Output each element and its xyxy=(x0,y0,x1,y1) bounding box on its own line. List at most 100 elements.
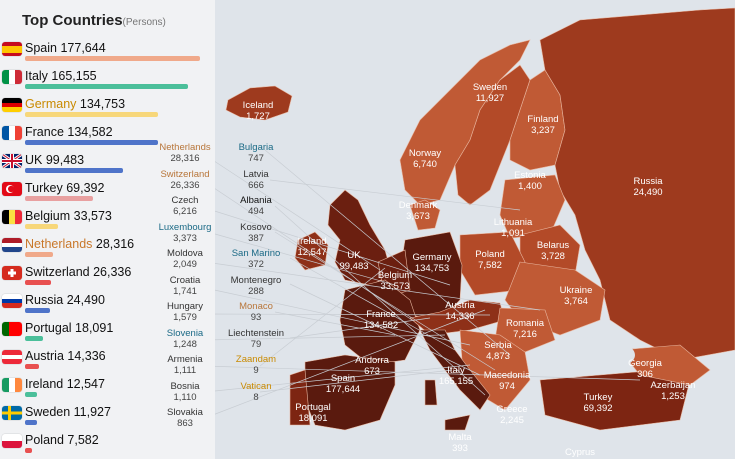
map-country-value: 12,547 xyxy=(297,247,327,258)
map-country-name: UK xyxy=(347,250,361,261)
small-country-name: Luxembourg xyxy=(158,221,212,233)
map-country-value: 134,753 xyxy=(414,263,450,274)
ranking-label: Sweden 11,927 xyxy=(25,405,111,419)
map-country-name: Finland xyxy=(527,114,559,125)
map-country-value: 69,392 xyxy=(583,403,613,414)
ranking-country-name: Switzerland xyxy=(25,265,90,279)
map-country-value: 306 xyxy=(637,369,653,380)
ranking-row: Ireland 12,547 xyxy=(0,376,215,398)
uk-flag-icon xyxy=(2,154,22,168)
map-country-label: Turkey 69,392 xyxy=(583,392,612,414)
ranking-bar xyxy=(25,280,52,285)
ranking-country-name: Belgium xyxy=(25,209,71,223)
small-country-value: 1,110 xyxy=(173,391,197,403)
small-country-value: 3,373 xyxy=(173,232,197,244)
ranking-label: Spain 177,644 xyxy=(25,41,106,55)
region-uk xyxy=(327,189,393,286)
map-country-label: Iceland 1,727 xyxy=(243,100,274,122)
ranking-bar xyxy=(25,224,59,229)
ranking-country-name: Netherlands xyxy=(25,237,93,251)
map-country-label: Spain 177,644 xyxy=(326,373,360,395)
small-country-value: 2,049 xyxy=(173,259,197,270)
small-country-label: Monaco 93 xyxy=(224,301,288,323)
ranking-bar xyxy=(25,112,158,117)
map-country-value: 3,673 xyxy=(406,211,430,222)
map-country-name: Andorra xyxy=(355,355,389,366)
turkey-flag-icon xyxy=(2,182,22,196)
ranking-country-name: Germany xyxy=(25,97,77,111)
ranking-row: Germany 134,753 xyxy=(0,96,215,118)
small-country-label: Moldova 2,049 xyxy=(153,248,217,270)
small-country-label: Bosnia 1,110 xyxy=(153,381,217,403)
small-country-value: 494 xyxy=(248,206,264,217)
ranking-country-name: Sweden xyxy=(25,405,71,419)
small-country-value: 666 xyxy=(248,179,264,191)
ranking-country-name: France xyxy=(25,125,64,139)
map-country-label: Ireland 12,547 xyxy=(297,236,326,258)
map-country-name: Norway xyxy=(408,148,442,159)
map-country-label: Poland 7,582 xyxy=(475,249,505,271)
small-country-name: Zaandam xyxy=(235,354,277,365)
small-country-label: Netherlands 28,316 xyxy=(153,142,217,164)
region-sicily xyxy=(444,414,471,431)
map-country-value: 7,582 xyxy=(478,260,502,271)
ranking-country-value: 33,573 xyxy=(70,209,112,223)
ranking-row: Netherlands 28,316 xyxy=(0,236,215,258)
map-country-name: Iceland xyxy=(242,100,274,111)
map-country-label: Norway 6,740 xyxy=(409,148,441,170)
panel-unit: (Persons) xyxy=(122,17,166,28)
region-sardinia xyxy=(424,379,438,406)
small-country-label: Albania 494 xyxy=(224,195,288,217)
map-country-label: Malta 393 xyxy=(448,432,471,454)
map-country-name: Ukraine xyxy=(559,285,593,296)
small-country-value: 79 xyxy=(250,338,262,350)
small-country-label: Slovakia 863 xyxy=(153,407,217,429)
map-country-label: Serbia 4,873 xyxy=(484,340,511,362)
small-country-name: Netherlands xyxy=(159,142,211,153)
map-country-label: Sweden 11,927 xyxy=(473,82,507,104)
map-country-value: 1,091 xyxy=(501,228,525,239)
small-country-value: 9 xyxy=(253,365,259,376)
ranking-country-name: Spain xyxy=(25,41,57,55)
map-country-value: 24,490 xyxy=(633,187,663,198)
top-countries-panel: Top Countries(Persons) Spain 177,644 Ital… xyxy=(0,0,215,459)
map-country-label: Finland 3,237 xyxy=(527,114,558,136)
map-country-name: Romania xyxy=(505,318,545,329)
ranking-country-name: Italy xyxy=(25,69,48,83)
small-country-label: San Marino 372 xyxy=(224,248,288,270)
map-country-name: Azerbaijan xyxy=(650,380,696,391)
small-country-value: 6,216 xyxy=(173,206,197,217)
region-denmark xyxy=(409,199,441,231)
russia-flag-icon xyxy=(2,294,22,308)
small-country-value: 387 xyxy=(248,232,264,244)
ranking-label: Poland 7,582 xyxy=(25,433,99,447)
map-country-value: 3,728 xyxy=(541,251,565,262)
map-country-name: Turkey xyxy=(583,392,613,403)
black-sea xyxy=(545,337,635,373)
ranking-country-value: 12,547 xyxy=(63,377,105,391)
ranking-country-name: Turkey xyxy=(25,181,63,195)
small-country-value: 288 xyxy=(248,285,264,297)
map-country-value: 165,155 xyxy=(438,376,474,387)
small-country-value: 1,579 xyxy=(173,312,197,323)
small-country-name: Montenegro xyxy=(230,274,282,286)
map-country-label: Germany 134,753 xyxy=(412,252,451,274)
ranking-country-value: 14,336 xyxy=(63,349,106,363)
map-country-label: UK 99,483 xyxy=(339,250,368,272)
ranking-row: Belgium 33,573 xyxy=(0,208,215,230)
ranking-label: UK 99,483 xyxy=(25,153,84,167)
map-country-name: Lithuania xyxy=(493,217,533,228)
region-france xyxy=(339,279,421,366)
portugal-flag-icon xyxy=(2,322,22,336)
ranking-country-value: 177,644 xyxy=(56,41,106,55)
map-country-value: 3,237 xyxy=(531,125,555,136)
map-country-value: 33,573 xyxy=(380,281,410,292)
ranking-country-value: 134,753 xyxy=(76,97,126,111)
ranking-bar xyxy=(25,252,53,257)
region-russia xyxy=(539,7,735,361)
small-country-value: 26,336 xyxy=(170,179,200,191)
ranking-row: Spain 177,644 xyxy=(0,40,215,62)
ranking-row: Austria 14,336 xyxy=(0,348,215,370)
small-country-label: Luxembourg 3,373 xyxy=(153,222,217,244)
